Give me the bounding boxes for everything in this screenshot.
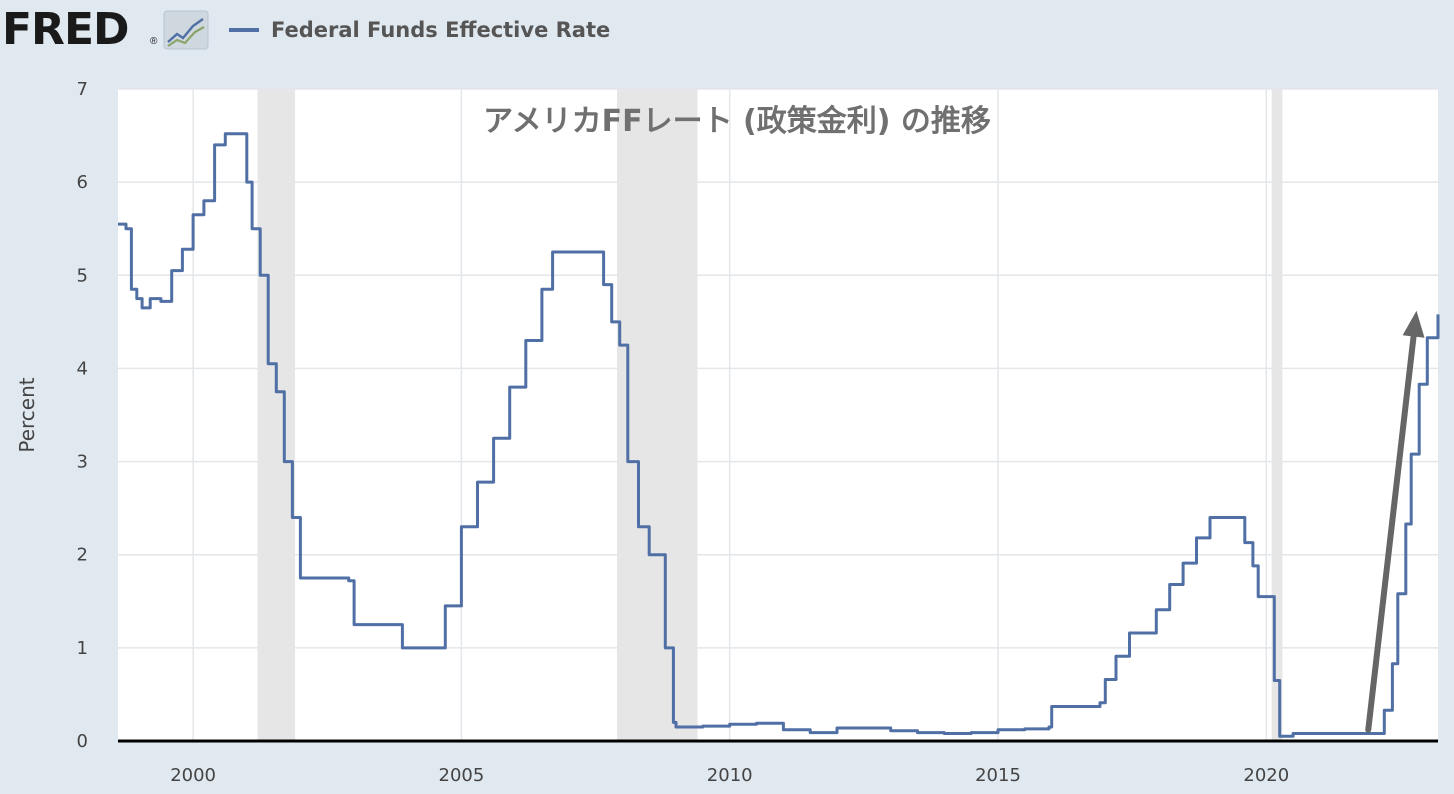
trend-arrow: [1365, 310, 1425, 733]
chart-legend: Federal Funds Effective Rate: [229, 14, 610, 46]
y-tick-label: 0: [77, 731, 88, 752]
recession-band: [257, 89, 296, 741]
y-axis-ticks: 0 1 2 3 4 5 6 7: [77, 79, 88, 752]
recession-band: [617, 89, 698, 741]
arrow-head: [1402, 310, 1425, 338]
legend-label: Federal Funds Effective Rate: [271, 18, 611, 42]
x-tick-label: 2015: [975, 765, 1021, 786]
x-axis-ticks: 2000 2005 2010 2015 2020: [170, 765, 1289, 786]
x-tick-label: 2020: [1243, 765, 1289, 786]
y-tick-label: 1: [77, 638, 88, 659]
legend-swatch: [229, 28, 259, 32]
y-tick-label: 2: [77, 545, 88, 566]
y-tick-label: 3: [77, 452, 88, 473]
y-tick-label: 6: [77, 172, 88, 193]
recession-band: [1271, 89, 1283, 741]
chart-title: アメリカFFレート (政策金利) の推移: [483, 104, 991, 139]
series-line-federal-funds-rate: [118, 132, 1440, 738]
x-tick-label: 2010: [707, 765, 753, 786]
recession-shading: [257, 89, 1283, 741]
y-tick-label: 7: [77, 79, 88, 100]
y-tick-label: 4: [77, 358, 88, 379]
plot-area: [118, 89, 1438, 741]
registered-mark: ®: [150, 36, 158, 47]
arrow-shaft: [1365, 333, 1417, 733]
x-tick-label: 2005: [439, 765, 485, 786]
x-tick-label: 2000: [170, 765, 216, 786]
y-axis-label: Percent: [15, 377, 39, 452]
gridlines: [118, 88, 1438, 741]
fred-logo[interactable]: FRED: [2, 4, 130, 55]
line-graph-icon: [163, 10, 209, 50]
chart-header: FRED ® Federal Funds Effective Rate: [0, 0, 1454, 62]
y-tick-label: 5: [77, 265, 88, 286]
